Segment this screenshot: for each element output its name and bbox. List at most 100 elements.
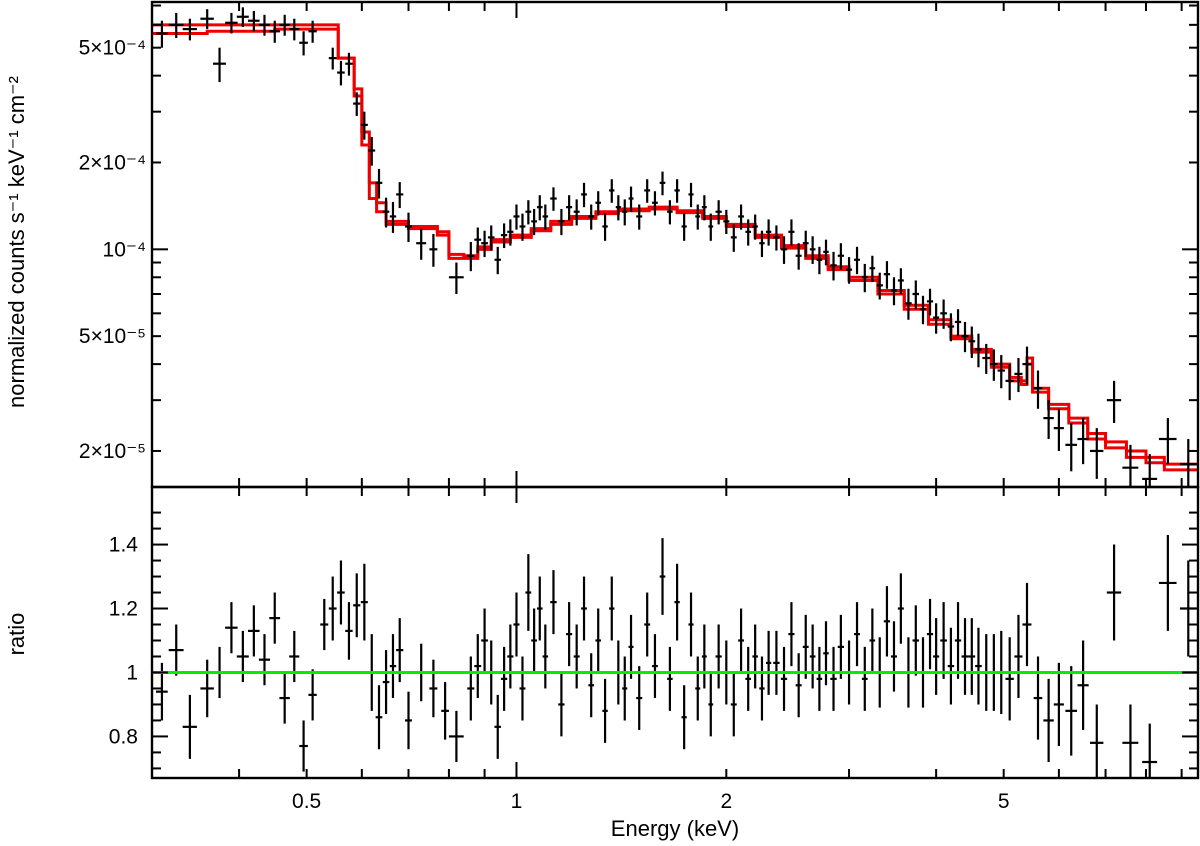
ratio-point <box>182 694 197 759</box>
spectrum-frame <box>150 0 1200 489</box>
spectrum-point <box>636 204 643 230</box>
ratio-point <box>1033 656 1043 740</box>
spectrum-point <box>1014 358 1023 393</box>
x-tick-label: 2 <box>720 790 732 813</box>
spectrum-point <box>926 288 934 316</box>
spectrum-point <box>708 213 714 241</box>
spectrum-point <box>622 199 628 226</box>
ratio-point <box>573 624 580 689</box>
ratio-point <box>588 653 595 718</box>
ratio-point <box>225 602 238 654</box>
spectrum-point <box>1106 380 1122 424</box>
spectrum-point <box>299 31 308 56</box>
ratio-point <box>765 630 772 695</box>
ratio-point <box>780 646 788 711</box>
spectrum-point <box>1022 346 1032 385</box>
ratio-point <box>659 538 666 615</box>
ratio-point <box>644 592 651 657</box>
spectrum-point <box>752 214 758 240</box>
spectrum-point <box>248 11 260 32</box>
spectrum-point <box>1043 400 1054 440</box>
spectrum-point <box>368 137 376 166</box>
spectrum-point <box>602 213 608 241</box>
spectrum-point <box>715 200 722 225</box>
model-curve <box>152 23 1198 466</box>
ratio-point <box>168 624 184 676</box>
spectrum-point <box>830 251 837 281</box>
spectrum-point <box>536 195 543 221</box>
ratio-point <box>389 634 397 699</box>
spectrum-point <box>644 179 651 203</box>
spectrum-y-tick-label: 10⁻⁴ <box>103 238 146 261</box>
ratio-point <box>968 618 976 695</box>
ratio-point <box>674 563 680 641</box>
spectrum-point <box>581 182 587 208</box>
spectrum-point <box>213 47 226 83</box>
spectrum-point <box>701 195 707 221</box>
spectrum-point <box>1142 454 1158 487</box>
spectrum-panel: 5×10⁻⁴ 2×10⁻⁴ 10⁻⁴ 5×10⁻⁵ 2×10⁻⁵ <box>79 0 1200 489</box>
spectrum-point <box>353 92 361 116</box>
ratio-point <box>890 621 898 692</box>
ratio-point <box>897 573 904 644</box>
spectrum-point <box>940 299 947 329</box>
ratio-point <box>481 608 488 673</box>
spectrum-point <box>588 204 595 230</box>
spectrum-point <box>809 236 816 264</box>
spectrum-point <box>1077 418 1089 465</box>
ratio-point <box>550 570 557 635</box>
ratio-point <box>345 602 353 660</box>
spectrum-point <box>745 219 752 246</box>
model-curves <box>152 23 1198 472</box>
spectrum-point <box>688 182 694 208</box>
spectrum-point <box>236 7 249 27</box>
spectrum-point <box>674 179 680 203</box>
ratio-point <box>1022 582 1032 667</box>
spectrum-point <box>308 20 317 43</box>
ratio-point <box>558 672 565 737</box>
spectrum-point <box>854 246 860 275</box>
ratio-point <box>474 634 482 699</box>
spectrum-point <box>269 20 281 43</box>
x-tick-label: 5 <box>998 790 1010 813</box>
spectrum-point <box>1065 423 1078 472</box>
ratio-point <box>947 627 955 705</box>
spectrum-point <box>876 272 883 300</box>
spectrum-point <box>1053 408 1064 451</box>
spectrum-point <box>723 209 730 235</box>
spectrum-y-axis-title: normalized counts s⁻¹ keV⁻¹ cm⁻² <box>4 76 29 408</box>
ratio-point <box>926 598 934 670</box>
ratio-point <box>429 659 438 718</box>
spectrum-point <box>780 236 788 264</box>
ratio-point <box>773 630 780 695</box>
spectrum-point <box>681 213 687 241</box>
ratio-point <box>337 560 345 625</box>
ratio-point <box>715 624 722 689</box>
ratio-point <box>622 656 628 721</box>
ratio-point <box>1077 640 1089 731</box>
spectrum-point <box>156 20 168 48</box>
spectrum-point <box>883 261 891 289</box>
ratio-point <box>1005 637 1014 721</box>
ratio-point <box>961 618 969 695</box>
ratio-point <box>441 682 449 740</box>
ratio-point <box>1053 662 1064 747</box>
ratio-point <box>854 602 860 667</box>
ratio-point <box>467 656 475 721</box>
ratio-point <box>802 614 809 679</box>
ratio-data-points <box>156 534 1197 778</box>
ratio-point <box>566 602 573 667</box>
ratio-point <box>531 608 537 673</box>
ratio-point <box>360 563 368 641</box>
spectrum-point <box>519 213 526 241</box>
ratio-point <box>609 576 615 641</box>
ratio-point <box>1065 666 1078 756</box>
ratio-point <box>695 656 701 721</box>
spectrum-point <box>869 255 876 283</box>
spectrum-point <box>1005 364 1014 401</box>
ratio-point <box>912 605 920 676</box>
ratio-frame <box>150 485 1200 780</box>
spectrum-point <box>405 212 412 243</box>
spectrum-point <box>481 230 488 258</box>
spectrum-point <box>954 309 962 337</box>
